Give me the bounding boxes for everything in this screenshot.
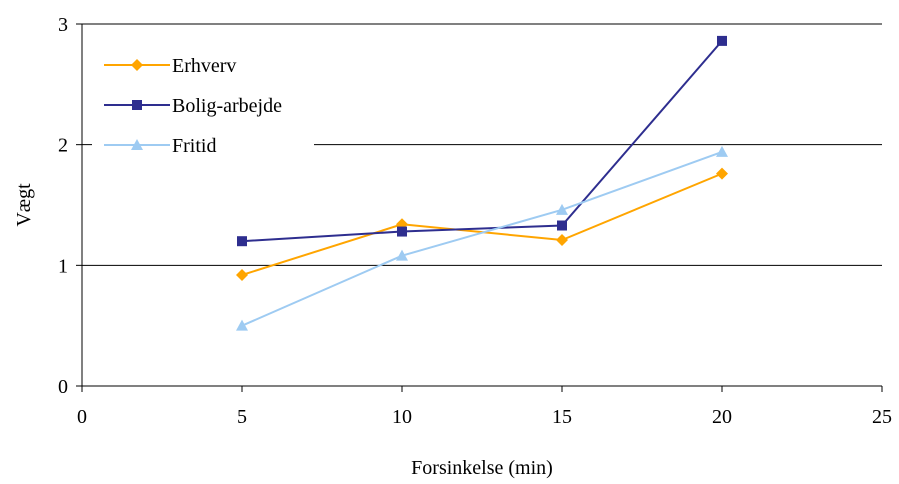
legend-label-fritid: Fritid — [172, 135, 216, 157]
data-point-fritid-15 — [556, 203, 568, 215]
series-line-erhverv — [241, 172, 723, 276]
legend-marker-erhverv — [131, 59, 143, 71]
y-tick-label-2: 2 — [58, 135, 68, 157]
legend: Erhverv Bolig-arbejde Fritid — [92, 34, 314, 170]
legend-label-bolig-arbejde: Bolig-arbejde — [172, 95, 282, 117]
legend-item-fritid: Fritid — [104, 135, 216, 157]
legend-item-bolig-arbejde: Bolig-arbejde — [104, 95, 282, 117]
x-tick-label-5: 5 — [237, 406, 247, 428]
data-point-fritid-5 — [236, 319, 248, 331]
series-layer — [236, 35, 728, 331]
legend-item-erhverv: Erhverv — [104, 55, 236, 77]
x-tick-label-25: 25 — [872, 406, 892, 428]
data-point-bolig-arbejde-10 — [397, 226, 407, 237]
legend-label-erhverv: Erhverv — [172, 55, 236, 77]
data-point-erhverv-5 — [236, 268, 248, 281]
x-tick-label-10: 10 — [392, 406, 412, 428]
x-tick-label-15: 15 — [552, 406, 572, 428]
y-tick-label-0: 0 — [58, 376, 68, 398]
data-point-bolig-arbejde-15 — [557, 220, 567, 231]
series-line-fritid — [241, 150, 723, 327]
data-point-bolig-arbejde-20 — [717, 35, 727, 46]
legend-marker-bolig-arbejde — [132, 100, 142, 110]
axes: 0 1 2 3 0 5 10 15 20 25 — [58, 14, 892, 428]
data-point-erhverv-20 — [716, 167, 728, 180]
data-point-fritid-20 — [716, 145, 728, 157]
data-point-bolig-arbejde-5 — [237, 236, 247, 247]
data-point-fritid-10 — [396, 249, 408, 261]
y-tick-label-3: 3 — [58, 14, 68, 36]
y-axis-title: Vægt — [13, 183, 35, 227]
x-axis-title: Forsinkelse (min) — [411, 457, 553, 479]
legend-marker-fritid — [131, 139, 143, 150]
series-erhverv — [236, 167, 728, 281]
data-point-erhverv-15 — [556, 233, 568, 246]
legend-background — [92, 34, 314, 170]
y-tick-label-1: 1 — [58, 255, 68, 277]
x-tick-label-20: 20 — [712, 406, 732, 428]
series-bolig-arbejde — [237, 35, 727, 247]
x-tick-label-0: 0 — [77, 406, 87, 428]
series-fritid — [236, 145, 728, 331]
series-line-bolig-arbejde — [241, 40, 723, 243]
